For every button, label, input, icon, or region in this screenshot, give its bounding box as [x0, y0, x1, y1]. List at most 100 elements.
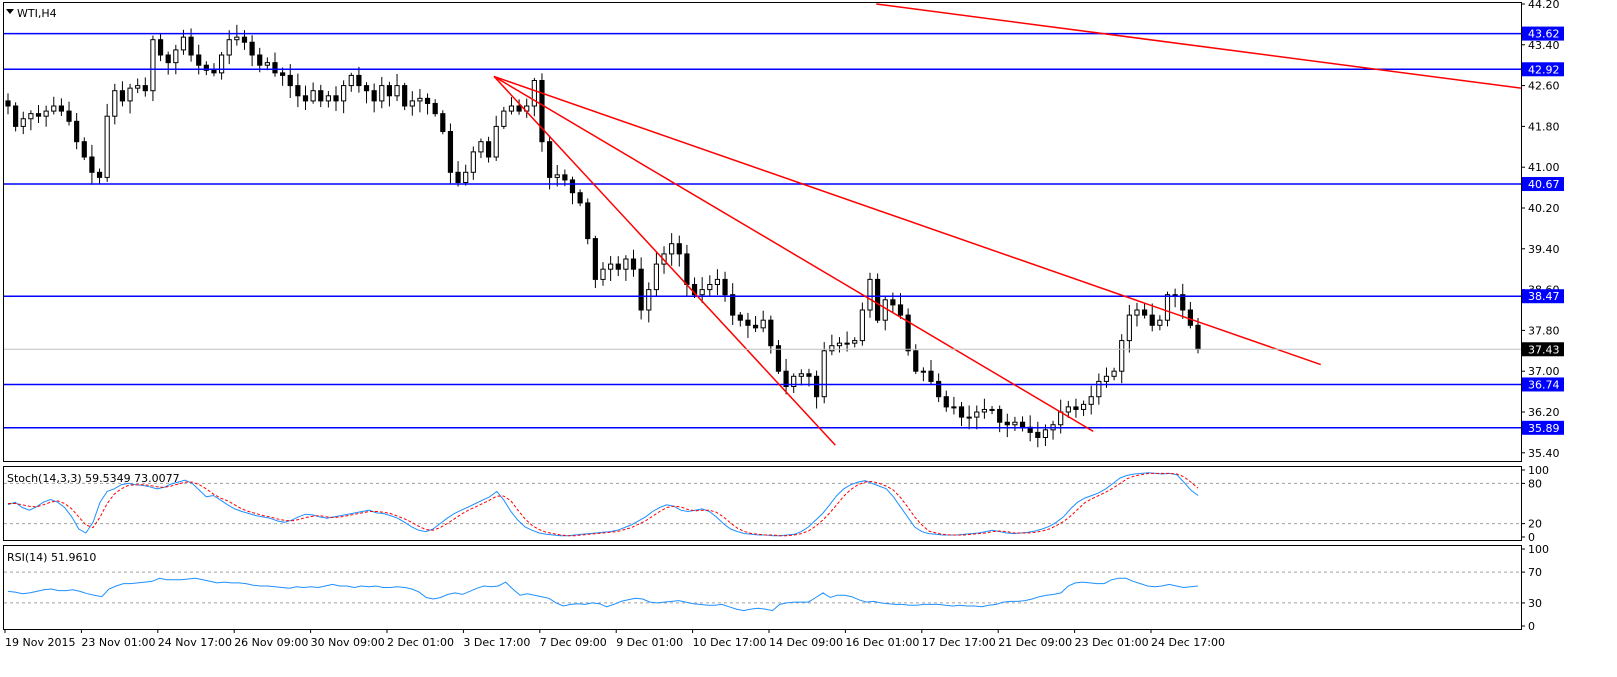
candle: [951, 396, 957, 415]
candle: [813, 370, 820, 409]
candle-body-bear: [81, 141, 87, 158]
rsi-label: RSI(14) 51.9610: [7, 551, 96, 564]
dropdown-triangle-icon[interactable]: [6, 9, 14, 14]
candle-body-bear: [783, 370, 789, 388]
candle-body-bear: [768, 319, 774, 347]
candle-body-bull: [104, 115, 110, 178]
candle: [783, 358, 789, 395]
candle: [730, 283, 736, 326]
candle-body-bear: [386, 85, 393, 97]
candle: [653, 252, 659, 297]
candle: [257, 47, 263, 73]
candle: [852, 337, 858, 348]
candle-body-bear: [287, 74, 293, 87]
candle: [760, 310, 766, 333]
price-tick-label: 43.40: [1528, 39, 1560, 52]
candle: [905, 308, 911, 356]
indicator-main-line: [7, 577, 1199, 612]
trendline[interactable]: [493, 75, 1322, 366]
current-price-label: 37.43: [1528, 343, 1560, 356]
indicator-tick-label: 0: [1528, 531, 1535, 544]
indicator-signal-line: [8, 472, 1199, 537]
candle: [1080, 400, 1087, 416]
trendline[interactable]: [493, 75, 836, 446]
candle-body-bear: [302, 95, 309, 102]
trendline[interactable]: [876, 3, 1522, 89]
candle-body-bear: [1180, 294, 1186, 311]
candle: [1126, 304, 1132, 353]
candle: [768, 315, 774, 354]
stoch-pane-frame: [3, 466, 1522, 541]
candle-body-bear: [806, 373, 812, 377]
rsi-pane-frame: [3, 545, 1522, 630]
time-tick-label: 19 Nov 2015: [5, 636, 75, 649]
candle: [470, 146, 476, 180]
candle-body-bear: [1149, 314, 1155, 326]
candle-body-bear: [241, 36, 248, 43]
time-tick-label: 17 Dec 17:00: [922, 636, 996, 649]
candle: [745, 312, 751, 338]
candle: [432, 99, 438, 117]
candle-body-bull: [325, 95, 331, 102]
candle: [897, 293, 904, 319]
trendline[interactable]: [493, 75, 1094, 433]
candle-body-bear: [249, 41, 255, 56]
candle: [1035, 421, 1041, 448]
candle-body-bear: [440, 113, 446, 133]
level-label: 40.67: [1528, 178, 1560, 191]
indicator-tick-label: 100: [1528, 464, 1549, 477]
candle: [1142, 302, 1148, 319]
candle-body-bull: [653, 263, 659, 291]
candle-body-bull: [714, 278, 721, 285]
candle: [379, 77, 385, 109]
candle: [958, 402, 965, 427]
candle-body-bull: [1119, 340, 1125, 372]
candle: [463, 164, 469, 186]
time-tick-label: 23 Dec 01:00: [1075, 636, 1149, 649]
candle: [646, 282, 652, 323]
candle: [1149, 303, 1155, 332]
candle-body-bear: [730, 294, 736, 316]
time-tick-label: 24 Dec 17:00: [1151, 636, 1225, 649]
candle: [547, 135, 553, 190]
candle-body-bear: [402, 85, 408, 107]
candle-body-bull: [1096, 380, 1102, 398]
candle-body-bear: [485, 141, 492, 158]
candle: [539, 73, 545, 152]
candle: [20, 111, 26, 135]
candle: [424, 93, 431, 115]
indicator-tick-label: 0: [1528, 620, 1535, 633]
candle-body-bull: [882, 299, 888, 321]
candle-body-bull: [1058, 411, 1064, 426]
candle-body-bull: [173, 49, 179, 64]
candle: [676, 235, 682, 267]
candle: [806, 368, 812, 387]
candle-body-bull: [867, 278, 873, 311]
candle: [96, 168, 103, 185]
candle-body-bull: [981, 408, 988, 413]
candle-body-bull: [379, 85, 385, 102]
time-tick-label: 14 Dec 09:00: [769, 636, 843, 649]
candle-body-bear: [615, 263, 621, 270]
candle: [981, 398, 988, 419]
candle-body-bull: [493, 125, 499, 158]
candle-body-bear: [905, 314, 911, 352]
candle-body-bear: [257, 54, 263, 66]
candle-body-bull: [478, 141, 484, 153]
candle: [966, 405, 972, 430]
candle-body-bull: [417, 97, 423, 102]
candle: [714, 269, 721, 296]
candle: [1073, 398, 1079, 418]
candle-body-bear: [1195, 324, 1201, 350]
candle-body-bull: [760, 319, 766, 329]
candle: [234, 24, 240, 46]
candle-body-bull: [829, 345, 835, 352]
candle-body-bear: [1019, 421, 1026, 428]
candle-body-bull: [791, 375, 797, 387]
level-label: 43.62: [1528, 28, 1560, 41]
candle: [608, 256, 614, 281]
candle: [81, 137, 87, 161]
candle-body-bull: [920, 370, 926, 373]
